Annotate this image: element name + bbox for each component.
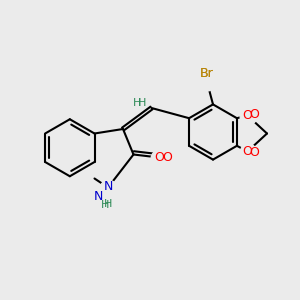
Text: H: H (101, 200, 109, 210)
Text: O: O (249, 107, 259, 121)
Text: O: O (243, 145, 252, 158)
Text: O: O (249, 146, 259, 160)
Text: O: O (243, 109, 252, 122)
Text: N: N (103, 179, 113, 193)
Text: O: O (162, 151, 172, 164)
Text: O: O (154, 151, 164, 164)
Text: Br: Br (200, 68, 214, 80)
Text: H: H (104, 199, 112, 209)
Text: H: H (138, 98, 147, 109)
Text: N: N (94, 190, 104, 203)
Text: H: H (133, 98, 141, 109)
Text: Br: Br (200, 68, 214, 80)
